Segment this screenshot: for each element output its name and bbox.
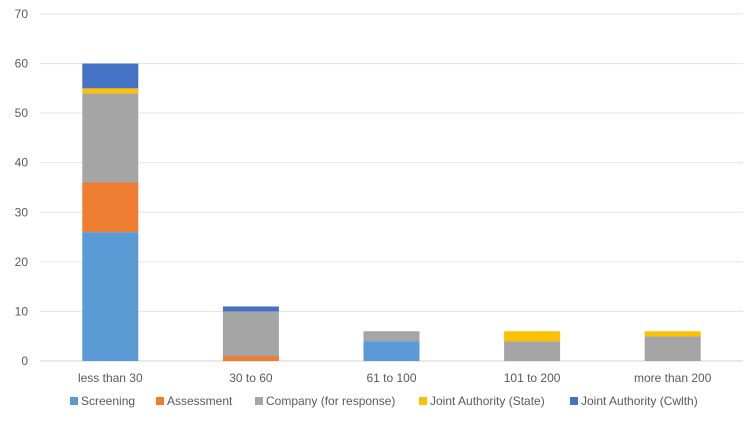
legend-label: Joint Authority (State) xyxy=(430,394,545,408)
y-axis-ticks: 0 10 20 30 40 50 60 70 xyxy=(15,7,29,368)
x-tick-label: less than 30 xyxy=(78,371,143,385)
legend-swatch xyxy=(570,397,578,405)
bar-segment xyxy=(363,331,420,342)
bar-segment xyxy=(644,331,701,337)
bar-segment xyxy=(82,63,139,89)
bar-segment xyxy=(363,341,420,361)
legend-swatch xyxy=(70,397,78,405)
y-tick-label: 40 xyxy=(15,156,29,170)
y-tick-label: 30 xyxy=(15,205,29,219)
gridlines xyxy=(40,13,743,362)
x-tick-label: 30 to 60 xyxy=(229,371,273,385)
legend-label: Screening xyxy=(81,394,135,408)
y-tick-label: 70 xyxy=(15,7,29,21)
bar-segment xyxy=(222,306,279,312)
legend-label: Assessment xyxy=(167,394,233,408)
y-tick-label: 0 xyxy=(21,354,28,368)
bar-segment xyxy=(644,336,701,361)
bars xyxy=(82,63,701,361)
bar-segment xyxy=(222,356,279,361)
legend-label: Joint Authority (Cwlth) xyxy=(581,394,698,408)
y-tick-label: 10 xyxy=(15,304,29,318)
bar-segment xyxy=(504,331,561,342)
legend-swatch xyxy=(156,397,164,405)
legend-label: Company (for response) xyxy=(266,394,395,408)
bar-segment xyxy=(504,341,561,361)
x-tick-label: more than 200 xyxy=(634,371,712,385)
y-tick-label: 20 xyxy=(15,255,29,269)
legend-swatch xyxy=(419,397,427,405)
y-tick-label: 50 xyxy=(15,106,29,120)
bar-segment xyxy=(82,93,139,183)
x-tick-label: 101 to 200 xyxy=(504,371,561,385)
bar-segment xyxy=(82,88,139,94)
legend-swatch xyxy=(255,397,263,405)
bar-segment xyxy=(82,182,139,233)
bar-segment xyxy=(82,232,139,361)
x-tick-label: 61 to 100 xyxy=(366,371,416,385)
bar-segment xyxy=(222,311,279,357)
legend: Screening Assessment Company (for response… xyxy=(70,394,698,408)
x-axis-ticks: less than 30 30 to 60 61 to 100 101 to 200 m… xyxy=(78,371,712,385)
y-tick-label: 60 xyxy=(15,57,29,71)
